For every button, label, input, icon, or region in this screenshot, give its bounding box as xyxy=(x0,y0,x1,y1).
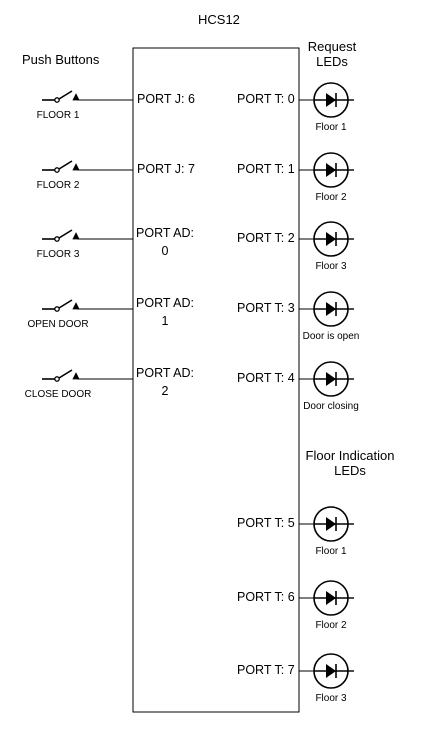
port-label-line: 2 xyxy=(161,384,169,398)
port-label: PORT T: 5 xyxy=(237,516,295,530)
port-label-line: PORT AD: xyxy=(136,296,194,310)
hcs12-chip-box xyxy=(132,47,300,713)
request-leds-header-line1: Request xyxy=(307,39,357,54)
port-label: PORT T: 3 xyxy=(237,301,295,315)
switch-contact xyxy=(58,229,73,239)
switch-fixed-contact xyxy=(72,93,80,101)
port-label-line: PORT AD: xyxy=(136,366,194,380)
floor-leds-header-line1: Floor Indication xyxy=(305,448,395,463)
port-label: PORT T: 7 xyxy=(237,663,295,677)
switch-fixed-contact xyxy=(72,302,80,310)
push-button-switch xyxy=(42,299,133,312)
port-label: PORT T: 1 xyxy=(237,162,295,176)
led-anode-triangle xyxy=(326,591,336,605)
push-button-label: FLOOR 1 xyxy=(36,110,80,121)
port-label: PORT J: 7 xyxy=(137,162,195,176)
port-label: PORT J: 6 xyxy=(137,92,195,106)
push-button-switch xyxy=(42,90,133,103)
led-diode xyxy=(299,506,354,542)
port-label: PORT AD: 2 xyxy=(135,364,195,400)
led-diode xyxy=(299,221,354,257)
switch-fixed-contact xyxy=(72,232,80,240)
led-anode-triangle xyxy=(326,664,336,678)
port-label: PORT T: 0 xyxy=(237,92,295,106)
port-label-line: 1 xyxy=(161,314,169,328)
push-button-switch xyxy=(42,229,133,242)
switch-contact xyxy=(58,160,73,170)
switch-fixed-contact xyxy=(72,372,80,380)
led-label: Floor 1 xyxy=(315,546,347,557)
switch-terminal xyxy=(54,306,60,312)
push-button-switch xyxy=(42,160,133,173)
led-label: Floor 3 xyxy=(315,261,347,272)
switch-terminal xyxy=(54,236,60,242)
switch-terminal xyxy=(54,376,60,382)
request-leds-header: Request LEDs xyxy=(296,39,368,70)
led-diode xyxy=(299,361,354,397)
led-anode-triangle xyxy=(326,163,336,177)
led-diode xyxy=(299,653,354,689)
push-buttons-header: Push Buttons xyxy=(22,52,100,67)
push-button-label: FLOOR 2 xyxy=(36,180,80,191)
push-button-label: CLOSE DOOR xyxy=(24,389,92,400)
port-label-line: PORT AD: xyxy=(136,226,194,240)
switch-contact xyxy=(58,90,73,100)
port-label: PORT T: 2 xyxy=(237,231,295,245)
led-label: Floor 3 xyxy=(315,693,347,704)
push-button-label: FLOOR 3 xyxy=(36,249,80,260)
led-diode xyxy=(299,152,354,188)
request-leds-header-line2: LEDs xyxy=(316,53,348,69)
floor-leds-header: Floor Indication LEDs xyxy=(296,448,404,479)
led-diode xyxy=(299,82,354,118)
led-anode-triangle xyxy=(326,302,336,316)
mcu-title: HCS12 xyxy=(198,12,240,27)
switch-terminal xyxy=(54,97,60,103)
led-diode xyxy=(299,291,354,327)
port-label: PORT T: 6 xyxy=(237,590,295,604)
led-anode-triangle xyxy=(326,517,336,531)
port-label-line: 0 xyxy=(161,244,169,258)
led-label: Door closing xyxy=(303,401,359,412)
port-label: PORT AD: 1 xyxy=(135,294,195,330)
switch-contact xyxy=(58,369,73,379)
switch-contact xyxy=(58,299,73,309)
led-anode-triangle xyxy=(326,232,336,246)
floor-leds-header-line2: LEDs xyxy=(334,462,366,478)
led-label: Floor 2 xyxy=(315,620,347,631)
push-button-label: OPEN DOOR xyxy=(27,319,89,330)
led-diode xyxy=(299,580,354,616)
port-label: PORT T: 4 xyxy=(237,371,295,385)
led-anode-triangle xyxy=(326,372,336,386)
switch-terminal xyxy=(54,167,60,173)
switch-fixed-contact xyxy=(72,163,80,171)
push-button-switch xyxy=(42,369,133,382)
led-label: Door is open xyxy=(302,331,360,342)
port-label: PORT AD: 0 xyxy=(135,224,195,260)
led-label: Floor 1 xyxy=(315,122,347,133)
led-label: Floor 2 xyxy=(315,192,347,203)
led-anode-triangle xyxy=(326,93,336,107)
